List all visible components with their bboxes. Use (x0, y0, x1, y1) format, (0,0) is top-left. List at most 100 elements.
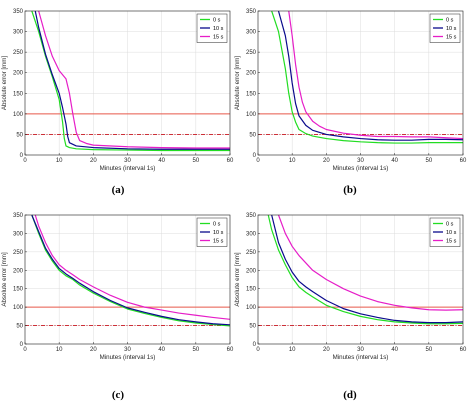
y-tick-label: 200 (246, 268, 257, 274)
y-tick-label: 250 (13, 50, 24, 56)
y-tick-label: 0 (253, 153, 257, 159)
legend: 0 s 10 s 15 s (429, 217, 461, 247)
panel-label: (c) (112, 389, 125, 401)
x-tick-label: 10 (289, 347, 296, 353)
y-tick-label: 100 (13, 305, 24, 311)
x-axis-label: Minutes (interval 1s) (333, 165, 389, 172)
y-tick-label: 0 (20, 342, 24, 348)
y-tick-label: 100 (13, 112, 24, 118)
y-tick-label: 300 (13, 231, 24, 237)
x-tick-label: 60 (460, 158, 467, 164)
x-tick-label: 20 (323, 347, 330, 353)
series-line (271, 10, 463, 144)
legend-label: 10 s (213, 26, 224, 32)
x-tick-label: 30 (124, 347, 131, 353)
y-axis-label: Absolute error [mm] (1, 56, 8, 111)
y-tick-label: 250 (13, 250, 24, 256)
series-line (31, 214, 231, 327)
x-axis-label: Minutes (interval 1s) (333, 354, 389, 361)
x-tick-label: 10 (56, 158, 63, 164)
panel-label: (b) (343, 184, 357, 196)
series-line (277, 10, 464, 141)
y-axis-label: Absolute error [mm] (234, 252, 241, 307)
y-tick-label: 200 (246, 71, 257, 77)
y-tick-label: 50 (249, 324, 256, 330)
chart-panel: 0 10 20 30 40 50 60 0 50 100 150 200 250 300 350 Minute… (234, 9, 467, 196)
x-axis-label: Minutes (interval 1s) (100, 354, 156, 361)
series-line (38, 10, 230, 149)
x-tick-label: 30 (357, 158, 364, 164)
y-tick-label: 300 (13, 30, 24, 36)
x-tick-label: 0 (23, 347, 27, 353)
x-tick-label: 40 (391, 158, 398, 164)
y-tick-label: 150 (246, 287, 257, 293)
x-tick-label: 50 (192, 347, 199, 353)
x-tick-label: 40 (391, 347, 398, 353)
y-tick-label: 300 (246, 30, 257, 36)
x-tick-label: 60 (460, 347, 467, 353)
legend-label: 15 s (446, 239, 457, 245)
y-tick-label: 150 (13, 287, 24, 293)
legend: 0 s 10 s 15 s (196, 13, 228, 43)
x-tick-label: 0 (256, 347, 260, 353)
series-line (267, 214, 464, 325)
y-tick-label: 350 (246, 213, 257, 219)
y-tick-label: 200 (13, 268, 24, 274)
y-tick-label: 50 (16, 132, 23, 138)
x-tick-label: 20 (323, 158, 330, 164)
legend-label: 15 s (446, 35, 457, 41)
y-axis-label: Absolute error [mm] (234, 56, 241, 111)
y-tick-label: 350 (13, 213, 24, 219)
y-tick-label: 150 (246, 91, 257, 97)
series-line (31, 10, 230, 152)
series-line (271, 214, 464, 324)
x-tick-label: 40 (158, 347, 165, 353)
panel-label: (d) (343, 389, 357, 401)
legend-label: 10 s (213, 230, 224, 236)
series-line (31, 214, 231, 326)
x-tick-label: 40 (158, 158, 165, 164)
x-tick-label: 50 (192, 158, 199, 164)
x-tick-label: 20 (90, 347, 97, 353)
x-tick-label: 20 (90, 158, 97, 164)
x-tick-label: 10 (289, 158, 296, 164)
legend-label: 0 s (213, 18, 221, 24)
series-line (34, 214, 231, 320)
x-axis-label: Minutes (interval 1s) (100, 165, 156, 172)
panel-label: (a) (112, 184, 125, 196)
series-line (288, 10, 464, 140)
y-axis-label: Absolute error [mm] (1, 252, 8, 307)
legend-label: 0 s (446, 222, 454, 228)
legend-label: 10 s (446, 230, 457, 236)
x-tick-label: 50 (425, 347, 432, 353)
legend-label: 15 s (213, 239, 224, 245)
series-line (34, 10, 230, 150)
chart-panel: 0 10 20 30 40 50 60 0 50 100 150 200 250 300 350 Minute… (1, 9, 234, 196)
chart-panel: 0 10 20 30 40 50 60 0 50 100 150 200 250 300 350 Minute… (1, 213, 234, 401)
y-tick-label: 50 (249, 132, 256, 138)
y-tick-label: 150 (13, 91, 24, 97)
x-tick-label: 30 (124, 158, 131, 164)
x-tick-label: 60 (227, 347, 234, 353)
x-tick-label: 10 (56, 347, 63, 353)
y-tick-label: 350 (13, 9, 24, 15)
y-tick-label: 350 (246, 9, 257, 15)
series-line (277, 214, 464, 311)
y-tick-label: 0 (20, 153, 24, 159)
x-tick-label: 30 (357, 347, 364, 353)
y-tick-label: 250 (246, 250, 257, 256)
chart-panel: 0 10 20 30 40 50 60 0 50 100 150 200 250 300 350 Minute… (234, 213, 467, 401)
legend: 0 s 10 s 15 s (196, 217, 228, 247)
y-tick-label: 0 (253, 342, 257, 348)
legend-label: 0 s (446, 18, 454, 24)
y-tick-label: 100 (246, 305, 257, 311)
x-tick-label: 60 (227, 158, 234, 164)
legend-label: 15 s (213, 35, 224, 41)
x-tick-label: 50 (425, 158, 432, 164)
x-tick-label: 0 (23, 158, 27, 164)
x-tick-label: 0 (256, 158, 260, 164)
legend-label: 0 s (213, 222, 221, 228)
y-tick-label: 100 (246, 112, 257, 118)
y-tick-label: 200 (13, 71, 24, 77)
